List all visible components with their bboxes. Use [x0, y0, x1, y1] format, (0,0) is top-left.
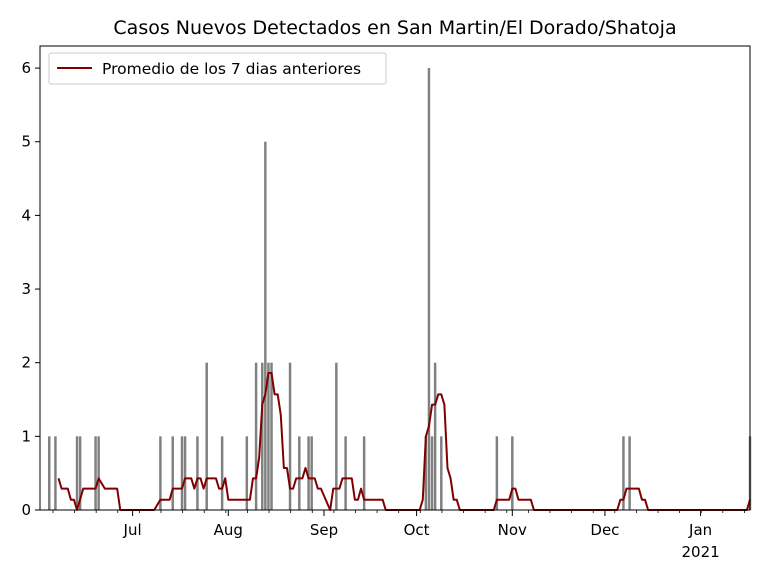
bar — [628, 436, 631, 510]
y-tick-label: 6 — [21, 59, 31, 77]
bar — [511, 436, 514, 510]
bar — [54, 436, 57, 510]
bars-layer — [48, 68, 752, 510]
bar — [245, 436, 249, 510]
bar — [75, 436, 79, 510]
bar — [254, 362, 258, 510]
bar — [427, 68, 431, 510]
bar — [267, 362, 270, 510]
bar — [424, 436, 428, 510]
bar — [495, 436, 499, 510]
bar — [159, 436, 162, 510]
legend-box — [48, 52, 387, 85]
y-tick-label: 3 — [21, 280, 31, 298]
bar — [220, 436, 224, 510]
x-axis: Jul Aug Sep Oct Nov Dec Jan 2021 — [52, 510, 745, 561]
bar — [344, 436, 347, 510]
bar — [78, 436, 82, 510]
y-axis: 0 1 2 3 4 5 6 — [21, 59, 40, 519]
bar — [440, 436, 443, 510]
x-tick-label: Aug — [214, 521, 243, 539]
bar — [362, 436, 366, 510]
bar — [264, 141, 267, 510]
x-tick-label: Dec — [590, 521, 619, 539]
y-tick-label: 1 — [21, 427, 31, 445]
x-tick-label: Oct — [404, 521, 430, 539]
bar — [48, 436, 51, 510]
bar — [261, 362, 264, 510]
y-tick-label: 5 — [21, 133, 31, 151]
bar — [97, 436, 100, 510]
bar — [288, 362, 292, 510]
bar — [430, 436, 434, 510]
bar — [171, 436, 174, 510]
bar — [196, 436, 199, 510]
bar — [180, 436, 184, 510]
chart-title: Casos Nuevos Detectados en San Martin/El… — [113, 17, 676, 39]
bar — [298, 436, 301, 510]
bar — [335, 362, 338, 510]
line-layer — [57, 372, 751, 511]
x-tick-sublabel: 2021 — [682, 543, 720, 561]
y-tick-label: 2 — [21, 354, 31, 372]
plot-frame — [39, 45, 751, 511]
x-tick-label: Jul — [123, 521, 142, 539]
y-tick-label: 0 — [21, 501, 31, 519]
y-tick-label: 4 — [21, 206, 31, 224]
bar — [183, 436, 187, 510]
legend-label: Promedio de los 7 dias anteriores — [102, 60, 361, 78]
bar — [94, 436, 97, 510]
bar — [270, 362, 273, 510]
bar — [307, 436, 310, 510]
x-tick-label: Jan — [688, 521, 712, 539]
x-tick-label: Nov — [498, 521, 527, 539]
bar — [433, 362, 437, 510]
bar — [622, 436, 625, 510]
bar — [205, 362, 208, 510]
x-tick-label: Sep — [310, 521, 338, 539]
legend: Promedio de los 7 dias anteriores — [48, 52, 387, 85]
series-line — [57, 372, 751, 511]
bar — [310, 436, 313, 510]
